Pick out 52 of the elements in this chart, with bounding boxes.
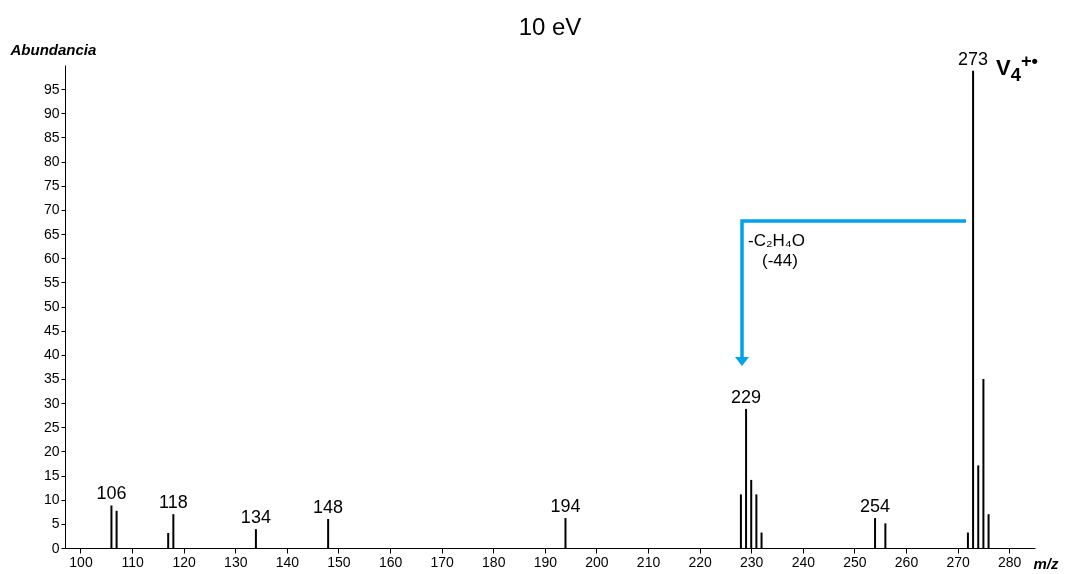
x-tick-label: 250: [843, 553, 867, 570]
y-tick-label: 65: [43, 225, 60, 242]
x-tick-label: 150: [327, 553, 351, 570]
x-tick-label: 280: [998, 553, 1022, 570]
y-axis-title: Abundancia: [9, 40, 97, 58]
x-axis-title: m/z: [1033, 554, 1059, 572]
annotation: (-44): [762, 251, 798, 270]
y-tick-label: 50: [43, 298, 60, 314]
y-tick-label: 95: [43, 80, 60, 97]
x-tick-label: 260: [894, 553, 919, 570]
y-tick-label: 55: [43, 273, 60, 290]
x-tick-label: 130: [224, 553, 248, 570]
x-tick-label: 210: [636, 553, 661, 570]
y-tick-label: 60: [43, 249, 60, 266]
annotation: 194: [550, 496, 581, 517]
x-tick-label: 100: [69, 553, 93, 570]
x-tick-label: 120: [172, 553, 197, 570]
x-tick-label: 140: [275, 553, 300, 570]
annotation: 148: [313, 497, 344, 518]
y-tick-label: 15: [43, 467, 60, 484]
y-tick-label: 25: [43, 418, 60, 435]
x-tick-label: 160: [378, 553, 403, 570]
annotation: 273: [958, 48, 989, 69]
y-tick-label: 10: [43, 491, 60, 508]
x-tick-label: 190: [533, 553, 558, 570]
y-tick-label: 40: [43, 346, 60, 363]
y-tick-label: 45: [43, 322, 60, 339]
x-tick-label: 170: [430, 553, 455, 570]
x-tick-label: 220: [688, 553, 713, 570]
y-tick-label: 75: [43, 177, 60, 194]
x-tick-label: 270: [946, 553, 970, 570]
y-tick-label: 20: [43, 442, 60, 459]
y-tick-label: 30: [43, 394, 60, 411]
y-tick-label: 35: [43, 370, 60, 387]
y-tick-label: 85: [43, 128, 60, 145]
annotation: 229: [731, 386, 762, 407]
x-tick-label: 180: [482, 553, 506, 570]
chart-title: 10 eV: [518, 13, 582, 40]
x-tick-label: 110: [121, 553, 144, 570]
y-tick-label: 70: [43, 201, 60, 218]
y-tick-label: 5: [51, 515, 60, 532]
annotation: 118: [158, 492, 188, 513]
y-tick-label: 90: [43, 104, 60, 121]
annotation: 254: [860, 496, 891, 517]
y-tick-label: 0: [51, 539, 60, 556]
annotation: 106: [96, 483, 127, 504]
x-tick-label: 240: [791, 553, 816, 570]
annotation: 134: [240, 507, 271, 528]
y-tick-label: 80: [43, 153, 60, 170]
annotation: -C₂H₄O: [748, 231, 805, 250]
x-tick-label: 200: [585, 553, 609, 570]
x-tick-label: 230: [740, 553, 764, 570]
